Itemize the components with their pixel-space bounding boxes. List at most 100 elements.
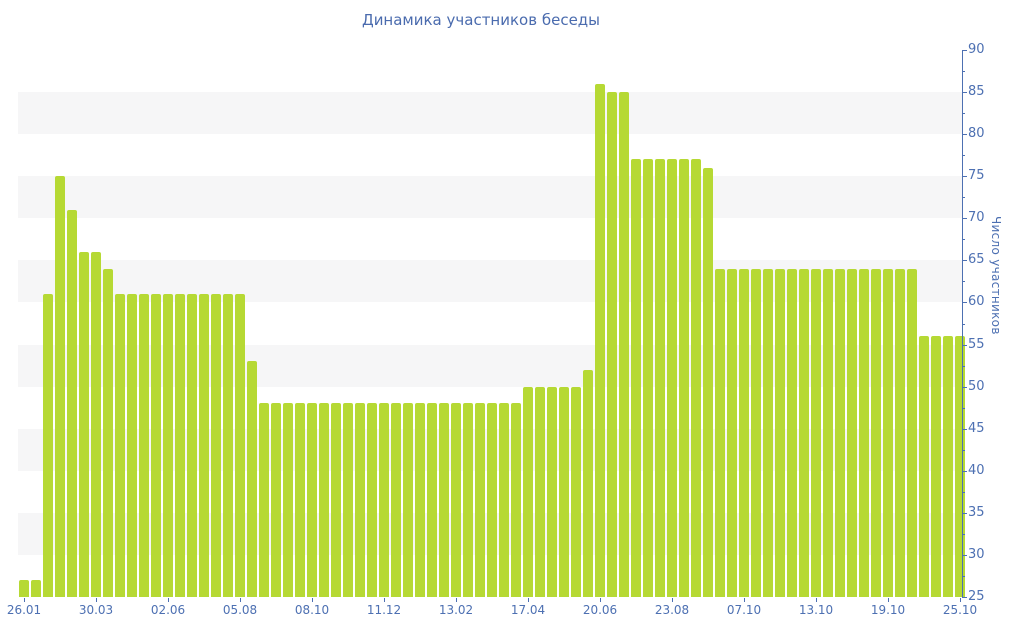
- bar[interactable]: [871, 268, 881, 597]
- bar[interactable]: [235, 294, 245, 597]
- bar[interactable]: [259, 403, 269, 597]
- bar[interactable]: [655, 159, 665, 597]
- x-tick: [888, 598, 889, 602]
- bar[interactable]: [763, 268, 773, 597]
- bar[interactable]: [295, 403, 305, 597]
- bar[interactable]: [499, 403, 509, 597]
- bar[interactable]: [727, 268, 737, 597]
- bar[interactable]: [643, 159, 653, 597]
- bar[interactable]: [283, 403, 293, 597]
- bar[interactable]: [511, 403, 521, 597]
- bar[interactable]: [619, 92, 629, 597]
- bar[interactable]: [475, 403, 485, 597]
- bar[interactable]: [595, 83, 605, 597]
- bar[interactable]: [547, 386, 557, 597]
- bar[interactable]: [679, 159, 689, 597]
- bar[interactable]: [883, 268, 893, 597]
- bar[interactable]: [43, 294, 53, 597]
- bar[interactable]: [571, 386, 581, 597]
- bar[interactable]: [67, 209, 77, 597]
- bar[interactable]: [895, 268, 905, 597]
- bar[interactable]: [319, 403, 329, 597]
- bar[interactable]: [367, 403, 377, 597]
- bar[interactable]: [943, 336, 953, 597]
- bar[interactable]: [403, 403, 413, 597]
- bar[interactable]: [715, 268, 725, 597]
- bar[interactable]: [907, 268, 917, 597]
- bar[interactable]: [535, 386, 545, 597]
- bar[interactable]: [607, 92, 617, 597]
- bar[interactable]: [955, 336, 965, 597]
- bar[interactable]: [751, 268, 761, 597]
- bar[interactable]: [391, 403, 401, 597]
- bar[interactable]: [331, 403, 341, 597]
- bar[interactable]: [115, 294, 125, 597]
- bar[interactable]: [271, 403, 281, 597]
- bar[interactable]: [31, 580, 41, 597]
- bar[interactable]: [559, 386, 569, 597]
- bar[interactable]: [343, 403, 353, 597]
- bar[interactable]: [379, 403, 389, 597]
- bar[interactable]: [667, 159, 677, 597]
- bar[interactable]: [775, 268, 785, 597]
- x-tick-label: 25.10: [942, 603, 978, 617]
- bar[interactable]: [451, 403, 461, 597]
- x-tick: [744, 598, 745, 602]
- bar[interactable]: [139, 294, 149, 597]
- y-tick-label: 45: [968, 420, 985, 436]
- bar[interactable]: [463, 403, 473, 597]
- bar[interactable]: [811, 268, 821, 597]
- bar[interactable]: [223, 294, 233, 597]
- bar[interactable]: [691, 159, 701, 597]
- bar[interactable]: [355, 403, 365, 597]
- x-tick: [96, 598, 97, 602]
- y-tick-label: 65: [968, 252, 985, 268]
- bar[interactable]: [103, 268, 113, 597]
- y-minor-tick: [962, 323, 965, 325]
- bar[interactable]: [19, 580, 29, 597]
- bar[interactable]: [79, 251, 89, 597]
- x-tick-label: 20.06: [582, 603, 618, 617]
- bar[interactable]: [523, 386, 533, 597]
- bar[interactable]: [163, 294, 173, 597]
- bar[interactable]: [631, 159, 641, 597]
- bar[interactable]: [307, 403, 317, 597]
- bar[interactable]: [931, 336, 941, 597]
- bar[interactable]: [703, 167, 713, 597]
- bar[interactable]: [859, 268, 869, 597]
- bar[interactable]: [919, 336, 929, 597]
- y-minor-tick: [962, 239, 965, 241]
- y-tick-label: 25: [968, 589, 985, 604]
- y-tick-label: 70: [968, 210, 985, 226]
- x-tick-label: 19.10: [870, 603, 906, 617]
- bar[interactable]: [487, 403, 497, 597]
- bar[interactable]: [583, 369, 593, 597]
- bar[interactable]: [175, 294, 185, 597]
- x-tick: [528, 598, 529, 602]
- y-minor-tick: [962, 155, 965, 157]
- bar[interactable]: [847, 268, 857, 597]
- bar[interactable]: [127, 294, 137, 597]
- x-tick: [600, 598, 601, 602]
- y-minor-tick: [962, 407, 965, 409]
- bar[interactable]: [151, 294, 161, 597]
- bar[interactable]: [247, 361, 257, 597]
- bar[interactable]: [91, 251, 101, 597]
- bar[interactable]: [835, 268, 845, 597]
- bar[interactable]: [823, 268, 833, 597]
- bar[interactable]: [415, 403, 425, 597]
- bar[interactable]: [427, 403, 437, 597]
- bar[interactable]: [439, 403, 449, 597]
- x-tick: [672, 598, 673, 602]
- bar[interactable]: [55, 176, 65, 597]
- bar[interactable]: [787, 268, 797, 597]
- y-minor-tick: [962, 113, 965, 115]
- bar[interactable]: [739, 268, 749, 597]
- y-tick-label: 55: [968, 336, 985, 352]
- bar[interactable]: [187, 294, 197, 597]
- bar[interactable]: [799, 268, 809, 597]
- bar[interactable]: [211, 294, 221, 597]
- bar[interactable]: [199, 294, 209, 597]
